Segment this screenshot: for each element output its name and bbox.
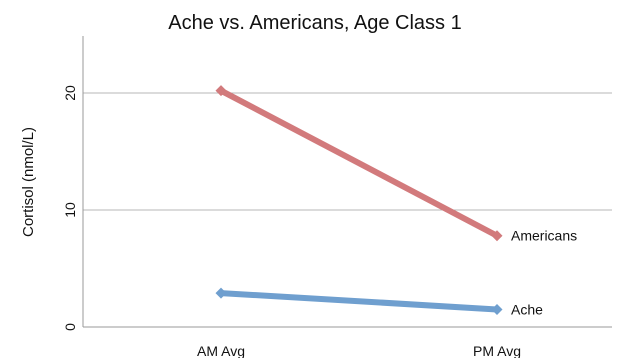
gridlines (83, 92, 612, 211)
y-tick-label: 20 (62, 85, 78, 101)
data-point-americans (491, 230, 503, 242)
series-line-americans (219, 88, 499, 239)
data-point-ache (215, 287, 227, 299)
chart-title: Ache vs. Americans, Age Class 1 (168, 12, 461, 34)
x-tick-label: PM Avg (473, 343, 521, 358)
series-label-ache: Ache (511, 301, 543, 317)
series-line-ache (220, 290, 498, 313)
y-tick-labels: 0 10 20 (62, 85, 78, 331)
x-tick-label: AM Avg (197, 343, 245, 358)
y-tick-label: 0 (62, 323, 78, 331)
y-tick-label: 10 (62, 202, 78, 218)
series-americans: Americans (215, 85, 577, 244)
series-ache: Ache (215, 287, 543, 317)
x-tick-labels: AM Avg PM Avg (197, 343, 521, 358)
series-label-americans: Americans (511, 228, 577, 244)
data-point-americans (215, 85, 227, 97)
data-point-ache (491, 303, 503, 315)
series: Americans Ache (215, 85, 577, 317)
y-axis-label: Cortisol (nmol/L) (20, 127, 37, 237)
